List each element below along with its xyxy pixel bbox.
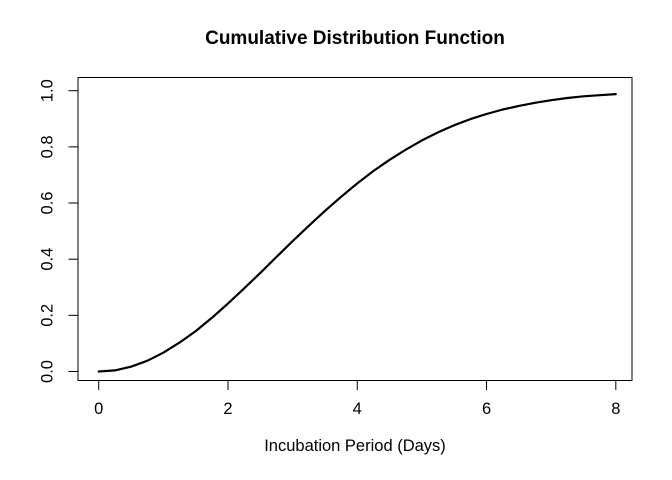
x-tick-label: 2 — [223, 400, 232, 418]
x-tick-label: 8 — [611, 400, 620, 418]
plot-box — [77, 77, 633, 381]
y-tick-label: 0.6 — [39, 192, 57, 215]
x-axis-label: Incubation Period (Days) — [264, 437, 446, 455]
y-tick-label: 0.0 — [39, 360, 57, 383]
y-tick-label: 0.2 — [39, 304, 57, 327]
y-tick-label: 1.0 — [39, 79, 57, 102]
y-tick-label: 0.8 — [39, 135, 57, 158]
x-tick-label: 0 — [94, 400, 103, 418]
x-tick-label: 6 — [482, 400, 491, 418]
cdf-curve — [97, 93, 617, 373]
chart-title: Cumulative Distribution Function — [205, 28, 505, 49]
y-tick-label: 0.4 — [39, 248, 57, 271]
x-tick-label: 4 — [353, 400, 362, 418]
